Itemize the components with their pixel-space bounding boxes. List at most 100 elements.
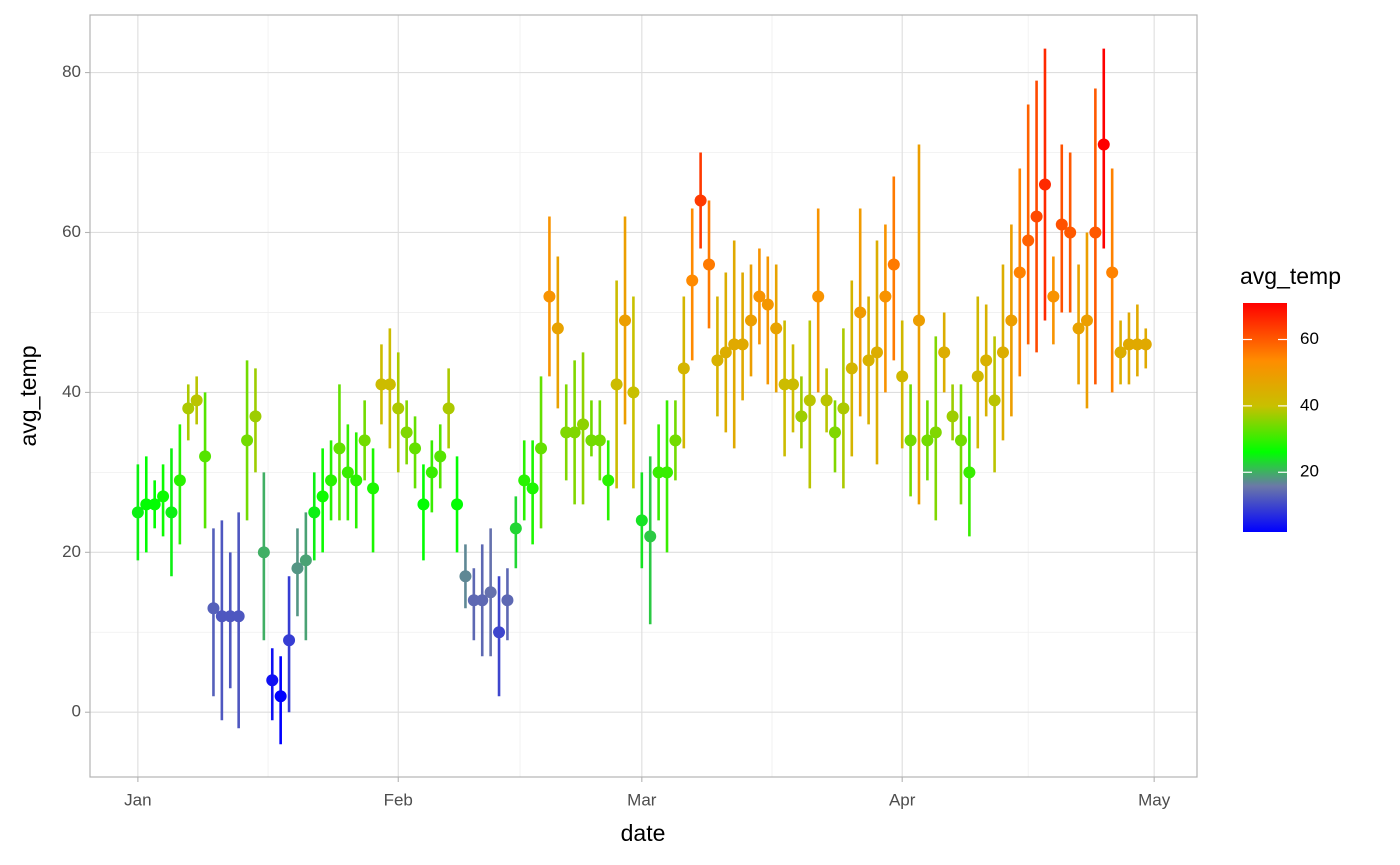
point [392,402,405,415]
point [912,314,925,327]
point [409,442,422,455]
point [812,290,825,303]
point [316,490,329,503]
point [627,386,640,399]
point [434,450,447,463]
x-tick-label: Apr [889,790,916,809]
colorbar [1243,303,1287,532]
point [593,434,606,447]
x-tick-label: Feb [384,790,413,809]
point [828,426,841,439]
point [1106,266,1119,279]
point [215,610,228,623]
point [1055,218,1068,231]
point [199,450,212,463]
point [274,690,287,703]
point [820,394,833,407]
colorbar-label: 40 [1300,395,1319,414]
point [1131,338,1144,351]
x-tick-label: Jan [124,790,151,809]
point [190,394,203,407]
point [787,378,800,391]
point [971,370,984,383]
x-tick-label: May [1138,790,1171,809]
point [493,626,506,639]
colorbar-label: 20 [1300,462,1319,481]
point [938,346,951,359]
point [467,594,480,607]
point [442,402,455,415]
point [577,418,590,431]
point [988,394,1001,407]
point [896,370,909,383]
point [232,610,245,623]
y-tick-label: 0 [72,702,81,721]
point [963,466,976,479]
y-tick-label: 80 [62,62,81,81]
point [1013,266,1026,279]
point [980,354,993,367]
point [1047,290,1060,303]
point [770,322,783,335]
point [703,258,716,271]
point [585,434,598,447]
point [1064,226,1077,239]
point [325,474,338,487]
point [451,498,464,511]
point [887,258,900,271]
point [509,522,522,535]
point [929,426,942,439]
point [476,594,489,607]
x-tick-label: Mar [627,790,657,809]
point [778,378,791,391]
point [719,346,732,359]
point [694,194,707,207]
point [610,378,623,391]
point [921,434,934,447]
point [736,338,749,351]
point [879,290,892,303]
point [1072,322,1085,335]
point [299,554,312,567]
point [182,402,195,415]
point [635,514,648,527]
point [946,410,959,423]
point [249,410,262,423]
point [854,306,867,319]
y-tick-label: 20 [62,542,81,561]
point [140,498,153,511]
point [425,466,438,479]
point [560,426,573,439]
point [459,570,472,583]
legend-title: avg_temp [1240,263,1341,289]
point [350,474,363,487]
plot-panel [90,15,1197,777]
point [1139,338,1152,351]
point [761,298,774,311]
colorbar-label: 60 [1300,329,1319,348]
y-tick-label: 40 [62,382,81,401]
point [551,322,564,335]
point [417,498,430,511]
point [173,474,186,487]
point [1080,314,1093,327]
point [803,394,816,407]
point [1030,210,1043,223]
point [358,434,371,447]
point [602,474,615,487]
point [1022,234,1035,247]
point [954,434,967,447]
point [383,378,396,391]
point [619,314,632,327]
point [677,362,690,375]
point [224,610,237,623]
point [837,402,850,415]
point [845,362,858,375]
point [1097,138,1110,151]
point [711,354,724,367]
point [543,290,556,303]
point [728,338,741,351]
point [1122,338,1135,351]
point [1038,178,1051,191]
